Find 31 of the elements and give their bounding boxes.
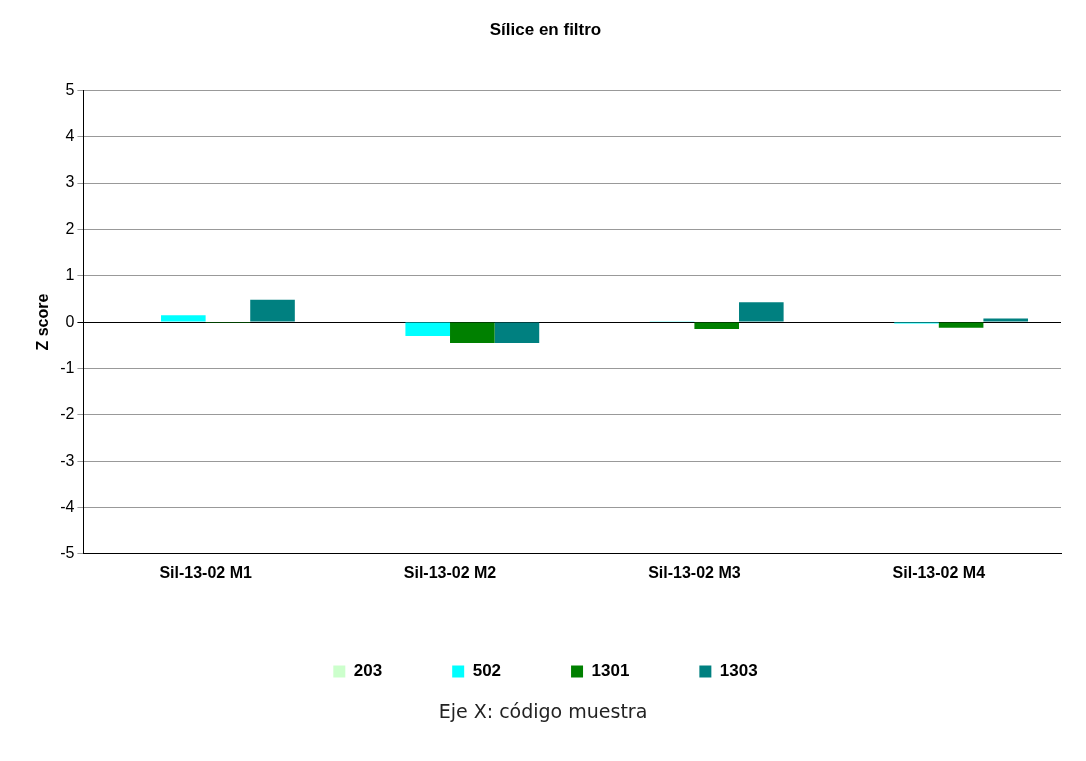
- bar: [694, 322, 740, 330]
- x-tick-label: Sil-13-02 M2: [403, 563, 497, 581]
- text: Eje X: código muestra: [437, 700, 649, 722]
- bar: [983, 318, 1029, 322]
- y-tick-label: -3: [60, 451, 75, 469]
- legend-label: 502: [472, 661, 502, 681]
- y-tick-label: 4: [65, 127, 75, 145]
- bar: [450, 322, 495, 343]
- chart-title: Sílice en filtro: [489, 19, 602, 39]
- x-tick-label: Sil-13-02 M4: [892, 563, 986, 581]
- bar: [161, 315, 206, 322]
- x-tick-label: Sil-13-02 M1: [159, 563, 252, 581]
- bar: [405, 322, 451, 336]
- y-tick-label: -4: [60, 497, 75, 515]
- y-tick-label: -2: [60, 405, 75, 423]
- x-tick-label: Sil-13-02 M3: [648, 563, 741, 581]
- y-tick-label: 3: [65, 173, 75, 191]
- legend-label: 1303: [719, 661, 758, 681]
- bar: [938, 322, 984, 328]
- y-axis-title: Z score: [34, 293, 52, 351]
- y-tick-label: 2: [65, 219, 75, 237]
- bar: [739, 302, 784, 322]
- y-tick-label: 5: [65, 80, 75, 98]
- legend-label: 1301: [591, 661, 630, 681]
- bar: [250, 299, 295, 322]
- y-tick-label: -1: [60, 358, 75, 376]
- y-tick-label: 0: [65, 312, 75, 330]
- y-tick-label: 1: [65, 266, 75, 284]
- y-tick-label: -5: [60, 544, 75, 562]
- bar: [494, 322, 540, 343]
- legend-label: 203: [353, 661, 383, 681]
